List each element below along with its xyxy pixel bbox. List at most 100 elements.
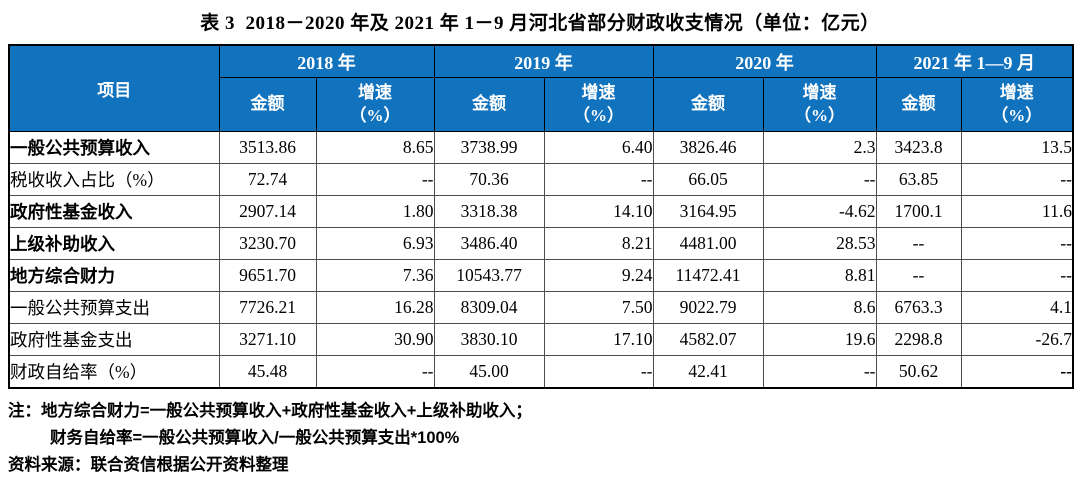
row-label: 地方综合财力 — [8, 259, 220, 292]
table-row: 政府性基金支出 3271.10 30.90 3830.10 17.10 4582.07 19… — [8, 323, 1074, 356]
amount-cell: 3738.99 — [433, 131, 545, 164]
amount-cell: 3830.10 — [433, 323, 545, 356]
amount-header: 金额 — [433, 77, 545, 132]
note-line-2: 财务自给率=一般公共预算收入/一般公共预算支出*100% — [50, 429, 460, 447]
growth-cell: 8.81 — [762, 259, 877, 292]
amount-cell: 10543.77 — [433, 259, 545, 292]
amount-cell: 9651.70 — [218, 259, 317, 292]
table-body: 一般公共预算收入 3513.86 8.65 3738.99 6.40 3826.46 2.3… — [8, 131, 1074, 389]
amount-cell: 2298.8 — [875, 323, 962, 356]
corner-header: 项目 — [8, 44, 220, 132]
amount-cell: 63.85 — [875, 163, 962, 196]
amount-cell: 2907.14 — [218, 195, 317, 228]
note-line-1: 注：地方综合财力=一般公共预算收入+政府性基金收入+上级补助收入； — [8, 402, 532, 420]
year-header-2018: 2018 年 — [218, 44, 435, 78]
amount-cell: 4582.07 — [652, 323, 764, 356]
growth-cell: 8.21 — [543, 227, 654, 260]
growth-cell: 19.6 — [762, 323, 877, 356]
growth-header: 增速 （%） — [960, 77, 1074, 132]
table-row: 一般公共预算支出 7726.21 16.28 8309.04 7.50 9022.79 8.… — [8, 291, 1074, 324]
amount-header: 金额 — [218, 77, 317, 132]
amount-cell: 50.62 — [875, 355, 962, 389]
growth-cell: -- — [960, 355, 1074, 389]
growth-cell: -26.7 — [960, 323, 1074, 356]
growth-cell: 6.93 — [315, 227, 435, 260]
amount-cell: 3230.70 — [218, 227, 317, 260]
growth-cell: 30.90 — [315, 323, 435, 356]
growth-cell: -- — [543, 355, 654, 389]
row-label: 财政自给率（%） — [8, 355, 220, 389]
amount-cell: 3513.86 — [218, 131, 317, 164]
row-label: 政府性基金收入 — [8, 195, 220, 228]
amount-cell: 9022.79 — [652, 291, 764, 324]
growth-cell: -- — [315, 355, 435, 389]
amount-cell: 3423.8 — [875, 131, 962, 164]
table-row: 政府性基金收入 2907.14 1.80 3318.38 14.10 3164.95 -4.… — [8, 195, 1074, 228]
growth-cell: 14.10 — [543, 195, 654, 228]
year-header-row: 项目 2018 年 2019 年 2020 年 2021 年 1—9 月 — [8, 44, 1074, 132]
growth-header: 增速 （%） — [315, 77, 435, 132]
growth-cell: 16.28 — [315, 291, 435, 324]
amount-cell: 70.36 — [433, 163, 545, 196]
row-label: 上级补助收入 — [8, 227, 220, 260]
growth-cell: -4.62 — [762, 195, 877, 228]
page-title: 表 3 2018－2020 年及 2021 年 1－9 月河北省部分财政收支情况… — [200, 13, 880, 34]
growth-cell: 13.5 — [960, 131, 1074, 164]
row-label: 税收收入占比（%） — [8, 163, 220, 196]
amount-cell: 3826.46 — [652, 131, 764, 164]
growth-cell: -- — [960, 259, 1074, 292]
amount-cell: 8309.04 — [433, 291, 545, 324]
amount-cell: 45.48 — [218, 355, 317, 389]
growth-cell: 11.6 — [960, 195, 1074, 228]
row-label: 一般公共预算支出 — [8, 291, 220, 324]
sub-header-row: 金额 增速 （%） 金额 增速 （%） 金额 增速 （%） 金额 增速 （%） — [9, 77, 1074, 132]
growth-cell: -- — [960, 163, 1074, 196]
amount-header: 金额 — [652, 77, 764, 132]
growth-cell: -- — [762, 163, 877, 196]
table-row: 财政自给率（%） 45.48 -- 45.00 -- 42.41 -- 50.62 -- — [8, 355, 1074, 389]
growth-cell: 9.24 — [543, 259, 654, 292]
amount-cell: 3318.38 — [433, 195, 545, 228]
growth-cell: 17.10 — [543, 323, 654, 356]
growth-cell: 1.80 — [315, 195, 435, 228]
row-label: 一般公共预算收入 — [8, 131, 220, 164]
growth-cell: 8.6 — [762, 291, 877, 324]
amount-cell: -- — [875, 259, 962, 292]
growth-header: 增速 （%） — [543, 77, 654, 132]
amount-cell: 11472.41 — [652, 259, 764, 292]
amount-cell: 72.74 — [218, 163, 317, 196]
growth-cell: -- — [960, 227, 1074, 260]
year-header-2020: 2020 年 — [652, 44, 877, 78]
amount-cell: 3271.10 — [218, 323, 317, 356]
growth-cell: 4.1 — [960, 291, 1074, 324]
growth-cell: -- — [543, 163, 654, 196]
table-row: 地方综合财力 9651.70 7.36 10543.77 9.24 11472.41 8.8… — [8, 259, 1074, 292]
amount-cell: 7726.21 — [218, 291, 317, 324]
growth-cell: 7.50 — [543, 291, 654, 324]
amount-cell: 66.05 — [652, 163, 764, 196]
growth-cell: 2.3 — [762, 131, 877, 164]
year-header-2019: 2019 年 — [433, 44, 654, 78]
growth-header: 增速 （%） — [762, 77, 877, 132]
amount-cell: 1700.1 — [875, 195, 962, 228]
fiscal-table: 项目 2018 年 2019 年 2020 年 2021 年 1—9 月 金额 … — [8, 44, 1074, 389]
amount-cell: 3164.95 — [652, 195, 764, 228]
amount-cell: 3486.40 — [433, 227, 545, 260]
growth-cell: 8.65 — [315, 131, 435, 164]
growth-cell: 7.36 — [315, 259, 435, 292]
growth-cell: -- — [315, 163, 435, 196]
amount-cell: -- — [875, 227, 962, 260]
amount-cell: 6763.3 — [875, 291, 962, 324]
table-notes: 注：地方综合财力=一般公共预算收入+政府性基金收入+上级补助收入； 财务自给率=… — [8, 398, 1080, 479]
amount-cell: 45.00 — [433, 355, 545, 389]
growth-cell: 28.53 — [762, 227, 877, 260]
year-header-2021: 2021 年 1—9 月 — [875, 44, 1074, 78]
amount-header: 金额 — [875, 77, 962, 132]
table-row: 上级补助收入 3230.70 6.93 3486.40 8.21 4481.00 28.53… — [8, 227, 1074, 260]
table-row: 税收收入占比（%） 72.74 -- 70.36 -- 66.05 -- 63.85 -- — [8, 163, 1074, 196]
row-label: 政府性基金支出 — [8, 323, 220, 356]
table-header: 项目 2018 年 2019 年 2020 年 2021 年 1—9 月 金额 … — [8, 44, 1074, 132]
growth-cell: 6.40 — [543, 131, 654, 164]
table-row: 一般公共预算收入 3513.86 8.65 3738.99 6.40 3826.46 2.3… — [8, 131, 1074, 164]
source-line: 资料来源：联合资信根据公开资料整理 — [8, 456, 289, 474]
